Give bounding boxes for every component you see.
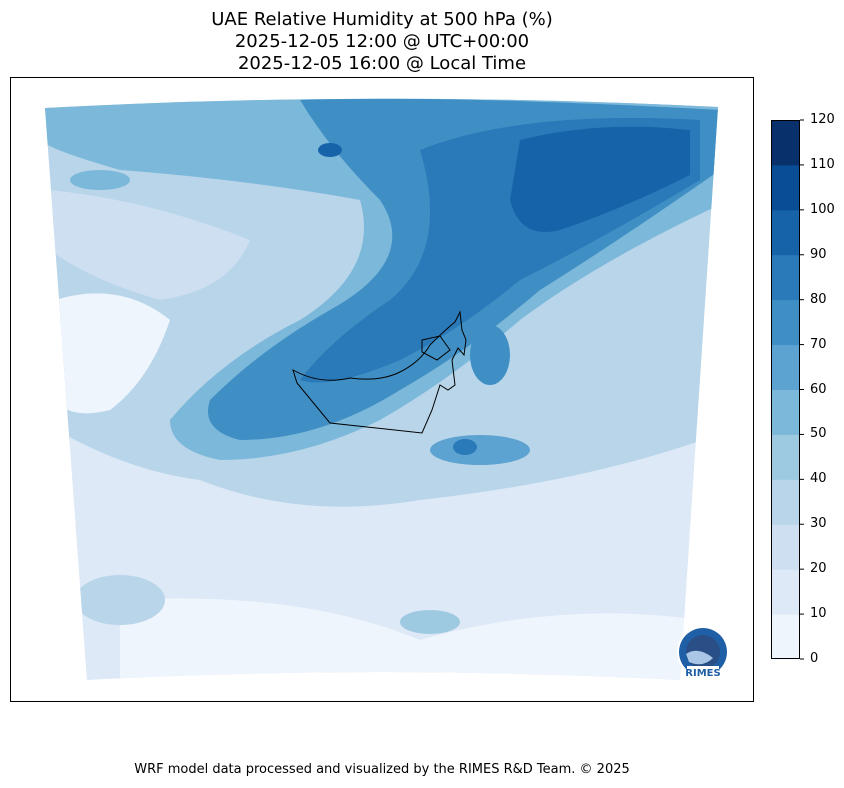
colorbar-segment <box>771 614 800 660</box>
logo-text: RIMES <box>685 668 720 679</box>
colorbar-segment <box>771 164 800 211</box>
contour-blob <box>318 143 342 157</box>
colorbar-tick-label: 30 <box>810 516 827 532</box>
colorbar-tick-label: 100 <box>810 201 835 217</box>
colorbar-tick-label: 110 <box>810 156 835 172</box>
colorbar-segment <box>771 120 800 166</box>
chart-title-line-2: 2025-12-05 12:00 @ UTC+00:00 <box>234 31 530 52</box>
contour-blob <box>453 439 477 455</box>
colorbar-segment <box>771 254 800 301</box>
colorbar-segment <box>771 209 800 256</box>
colorbar-tick-label: 10 <box>810 606 827 622</box>
contour-blob <box>75 575 165 625</box>
contour-blob <box>430 435 530 465</box>
colorbar-tick-label: 20 <box>810 561 827 577</box>
chart-title-line-3: 2025-12-05 16:00 @ Local Time <box>237 53 527 74</box>
colorbar-segment <box>771 389 800 435</box>
colorbar-segment <box>771 434 800 480</box>
colorbar-frame <box>771 120 800 659</box>
colorbar-segment <box>771 344 800 390</box>
contour-level-0-south <box>120 598 700 680</box>
contour-field <box>45 98 718 680</box>
colorbar-segment <box>771 299 800 346</box>
contour-level-90 <box>510 126 690 232</box>
colorbar-tick-label: 120 <box>810 112 835 127</box>
uae-border <box>292 310 467 434</box>
contour-level-20-west <box>50 190 250 300</box>
chart-title-line-1: UAE Relative Humidity at 500 hPa (%) <box>211 9 553 30</box>
colorbar-tick-label: 70 <box>810 336 827 352</box>
colorbar-tick-label: 90 <box>810 246 827 262</box>
colorbar-tick-label: 80 <box>810 291 827 307</box>
colorbar-segment <box>771 524 800 570</box>
colorbar-segment <box>771 479 800 525</box>
contour-blob <box>70 170 130 190</box>
contour-blob <box>400 610 460 634</box>
colorbar-tick-label: 0 <box>810 651 819 666</box>
colorbar-tick-label: 60 <box>810 381 827 397</box>
footer-credit: WRF model data processed and visualized … <box>134 762 630 777</box>
colorbar-tick-label: 50 <box>810 426 827 442</box>
colorbar-segment <box>771 569 800 615</box>
contour-blob <box>470 325 510 385</box>
rimes-logo: RIMES <box>677 626 729 679</box>
colorbar-tick-label: 40 <box>810 471 827 487</box>
colorbar <box>771 119 804 660</box>
contour-level-0-west <box>55 293 170 414</box>
